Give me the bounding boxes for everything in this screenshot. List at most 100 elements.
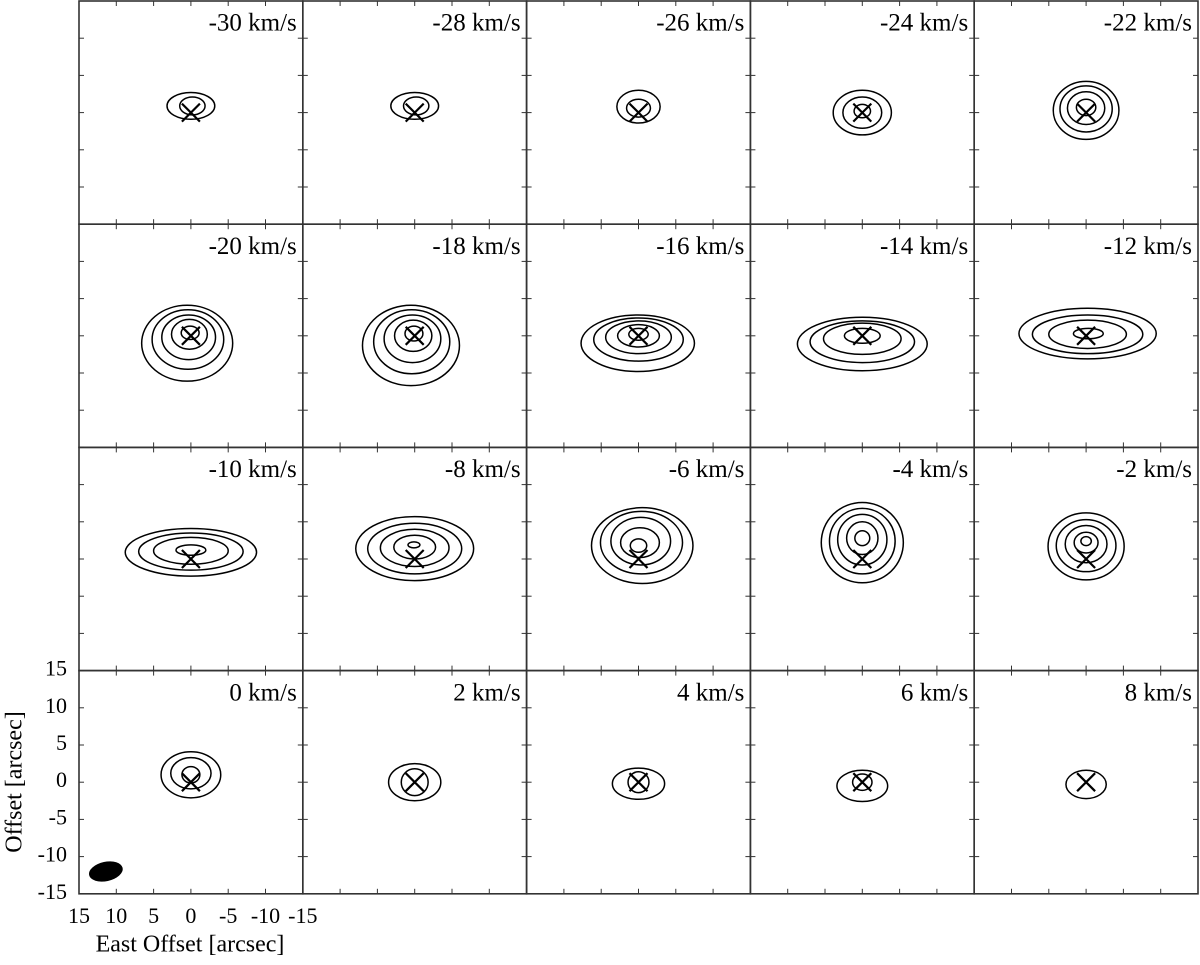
contour: [580, 314, 696, 373]
channel-label: -30 km/s: [209, 10, 297, 37]
contour: [610, 516, 672, 566]
panel: -16 km/s: [525, 223, 752, 449]
contour: [843, 327, 881, 344]
contour: [1055, 518, 1117, 573]
channel-label: 0 km/s: [229, 679, 296, 706]
source-marker: [1076, 326, 1096, 346]
channel-label: 4 km/s: [677, 679, 744, 706]
panel: -14 km/s: [749, 223, 976, 449]
channel-label: -28 km/s: [432, 10, 520, 37]
panel: -22 km/s: [973, 0, 1199, 225]
contour: [619, 527, 661, 559]
channel-label: -4 km/s: [892, 456, 968, 483]
contour: [854, 529, 871, 547]
contour: [590, 506, 694, 585]
contour: [175, 544, 207, 557]
panel: -30 km/s: [78, 0, 304, 225]
source-marker: [1076, 102, 1096, 123]
contour: [1048, 319, 1128, 350]
y-tick-label: -10: [38, 842, 67, 867]
contour: [1059, 85, 1113, 133]
panel: 4 km/s: [525, 669, 752, 895]
source-marker: [852, 772, 873, 792]
contour: [393, 319, 433, 353]
contour: [629, 538, 648, 554]
contour: [1052, 80, 1120, 141]
contour: [796, 316, 928, 372]
contour: [1031, 314, 1144, 355]
panel: -20 km/s: [78, 223, 304, 449]
source-marker: [852, 549, 873, 569]
channel-label: 2 km/s: [453, 679, 520, 706]
contour: [366, 522, 463, 575]
source-marker: [181, 549, 201, 569]
contour: [379, 528, 450, 568]
y-tick-label: 15: [45, 656, 67, 681]
contour: [836, 769, 889, 803]
contour: [1075, 98, 1097, 117]
source-marker: [404, 326, 425, 346]
contour: [170, 318, 209, 350]
channel-label: -8 km/s: [445, 456, 521, 483]
contour: [1066, 91, 1106, 126]
contour: [809, 320, 916, 364]
contour: [836, 513, 888, 566]
panel: -10 km/s: [78, 446, 304, 672]
contour: [152, 536, 229, 565]
panel: -24 km/s: [749, 0, 976, 225]
contour: [842, 96, 883, 129]
contour: [355, 515, 475, 582]
source-marker: [628, 772, 649, 792]
x-tick-label: 5: [148, 903, 159, 928]
x-tick-label: 0: [185, 903, 196, 928]
x-tick-label: 10: [105, 903, 127, 928]
y-axis-label: Offset [arcsec]: [2, 711, 28, 852]
contour: [611, 767, 666, 801]
x-tick-label: -5: [219, 903, 237, 928]
contour: [1065, 769, 1107, 800]
panel: -8 km/s: [301, 446, 528, 672]
channel-label: -12 km/s: [1104, 233, 1192, 260]
contour: [407, 541, 421, 549]
channel-label: -24 km/s: [880, 10, 968, 37]
source-marker: [181, 102, 201, 123]
contour: [400, 768, 429, 797]
source-marker: [852, 326, 873, 346]
channel-label: 8 km/s: [1125, 679, 1192, 706]
source-marker: [404, 772, 425, 792]
panel: 2 km/s: [301, 669, 528, 895]
source-marker: [1076, 772, 1096, 792]
x-tick-label: -15: [288, 903, 317, 928]
source-marker: [1076, 549, 1096, 569]
contour: [137, 532, 244, 571]
source-marker: [628, 102, 649, 123]
channel-label: 6 km/s: [901, 679, 968, 706]
channel-label: -10 km/s: [209, 456, 297, 483]
contour: [124, 527, 258, 577]
channel-label: -22 km/s: [1104, 10, 1192, 37]
contour: [160, 750, 222, 799]
contour: [166, 91, 216, 121]
source-marker: [181, 772, 201, 792]
source-marker: [628, 549, 649, 569]
contour: [822, 322, 902, 356]
panel: -4 km/s: [749, 446, 976, 672]
x-axis-label: East Offset [arcsec]: [96, 932, 285, 958]
contour: [1073, 531, 1099, 554]
contour: [151, 309, 225, 371]
contour: [170, 756, 212, 790]
channel-label: -6 km/s: [669, 456, 745, 483]
contour: [599, 510, 684, 575]
panel: -26 km/s: [525, 0, 752, 225]
y-tick-label: 0: [56, 767, 67, 792]
y-tick-label: -15: [38, 879, 67, 904]
contour: [387, 762, 442, 802]
contour: [404, 325, 424, 342]
source-marker: [404, 549, 425, 569]
contour: [1047, 512, 1125, 581]
y-tick-label: 10: [45, 693, 67, 718]
channel-label: -2 km/s: [1116, 456, 1192, 483]
